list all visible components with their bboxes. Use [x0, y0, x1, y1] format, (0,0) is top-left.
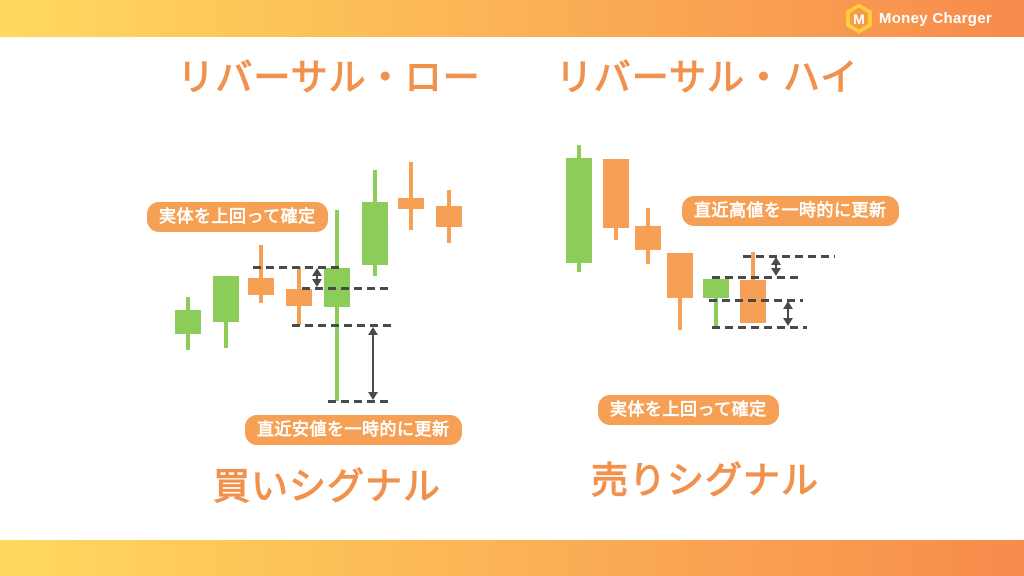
candle-body-down — [436, 206, 462, 227]
badge-confirm-above-body-left: 実体を上回って確定 — [147, 202, 328, 232]
brand-name: Money Charger — [878, 10, 992, 27]
arrow-line — [787, 305, 789, 322]
hexagon-inner — [849, 7, 868, 30]
dashed-level-line — [302, 287, 392, 290]
measure-arrow — [782, 301, 794, 326]
top-gradient-bar: M Money Charger — [0, 0, 1024, 37]
badge-temporary-new-low: 直近安値を一時的に更新 — [245, 415, 462, 445]
candle-wick — [259, 245, 263, 303]
arrow-line — [775, 261, 777, 272]
buy-signal-label: 買いシグナル — [213, 466, 441, 507]
right-pattern-title: リバーサル・ハイ — [555, 57, 859, 98]
candle-body-up — [566, 158, 592, 263]
candle-body-down — [398, 198, 424, 209]
sell-signal-label: 売りシグナル — [591, 460, 819, 501]
arrowhead-up — [771, 257, 781, 265]
dashed-level-line — [712, 276, 803, 279]
candle-body-down — [635, 226, 661, 250]
arrowhead-up — [783, 301, 793, 309]
candle-wick — [409, 162, 413, 230]
dashed-level-line — [253, 266, 343, 269]
candle-body-down — [248, 278, 274, 295]
candle-wick — [714, 279, 718, 328]
arrowhead-down — [771, 268, 781, 276]
dashed-level-line — [712, 326, 807, 329]
logo-letter: M — [853, 10, 865, 27]
brand-logo: M Money Charger — [845, 3, 992, 34]
left-pattern-title: リバーサル・ロー — [177, 57, 481, 98]
candle-body-up — [213, 276, 239, 322]
arrowhead-up — [312, 268, 322, 276]
measure-arrow — [311, 268, 323, 287]
arrowhead-down — [368, 392, 378, 400]
arrow-line — [316, 272, 318, 283]
candle-body-up — [703, 279, 729, 298]
candle-body-down — [286, 289, 312, 306]
measure-arrow — [367, 327, 379, 400]
badge-confirm-above-body-right: 実体を上回って確定 — [598, 395, 779, 425]
dashed-level-line — [328, 400, 392, 403]
measure-arrow — [770, 257, 782, 276]
arrowhead-down — [783, 318, 793, 326]
bottom-gradient-bar — [0, 540, 1024, 576]
candle-body-down — [603, 159, 629, 228]
candle-body-up — [175, 310, 201, 334]
arrowhead-down — [312, 279, 322, 287]
candle-body-down — [667, 253, 693, 298]
arrowhead-up — [368, 327, 378, 335]
dashed-level-line — [709, 299, 803, 302]
badge-temporary-new-high: 直近高値を一時的に更新 — [682, 196, 899, 226]
dashed-level-line — [292, 324, 392, 327]
candle-body-up — [362, 202, 388, 265]
arrow-line — [372, 331, 374, 396]
dashed-level-line — [743, 255, 835, 258]
